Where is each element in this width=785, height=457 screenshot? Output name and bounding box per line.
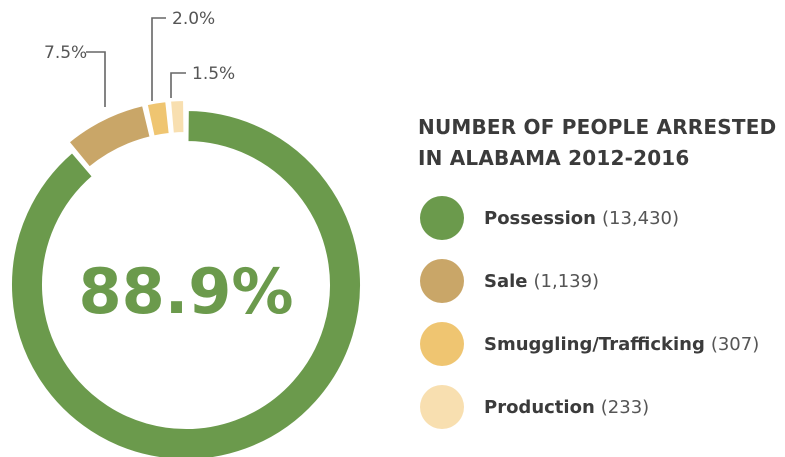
center-percent-label: 88.9% (78, 255, 293, 328)
legend-label-smuggling: Smuggling/Trafficking (484, 333, 705, 355)
legend-swatch-production (420, 385, 464, 429)
legend-label-production: Production (484, 396, 595, 418)
callout-line-production (170, 72, 186, 98)
legend-swatch-sale (420, 259, 464, 303)
legend-item-possession: Possession (13,430) (420, 196, 679, 240)
legend-item-sale: Sale (1,139) (420, 259, 599, 303)
legend-swatch-smuggling (420, 322, 464, 366)
chart-title-line-1: NUMBER OF PEOPLE ARRESTED (418, 115, 777, 139)
donut-slices (10, 98, 362, 457)
donut-slice-production (168, 98, 186, 135)
legend-item-production: Production (233) (420, 385, 649, 429)
callout-label-production: 1.5% (192, 64, 235, 84)
callout-line-smuggling (151, 17, 166, 101)
donut-slice-sale (67, 103, 152, 169)
callout-label-smuggling: 2.0% (172, 9, 215, 29)
legend-label-possession: Possession (484, 207, 596, 229)
legend-count-production: (233) (600, 396, 650, 418)
legend-item-smuggling: Smuggling/Trafficking (307) (420, 322, 759, 366)
callout-labels: 7.5% 2.0% 1.5% (44, 9, 235, 107)
donut-slice-possession (10, 108, 362, 457)
legend-count-sale: (1,139) (533, 270, 600, 292)
legend-swatch-possession (420, 196, 464, 240)
legend-count-possession: (13,430) (601, 207, 680, 229)
legend-count-smuggling: (307) (710, 333, 760, 355)
chart-title: NUMBER OF PEOPLE ARRESTED IN ALABAMA 201… (418, 112, 778, 174)
callout-line-sale (86, 51, 106, 107)
callout-label-sale: 7.5% (44, 43, 87, 63)
donut-slice-smuggling (145, 99, 171, 138)
chart-title-line-2: IN ALABAMA 2012-2016 (418, 146, 690, 170)
legend-label-sale: Sale (484, 270, 528, 292)
